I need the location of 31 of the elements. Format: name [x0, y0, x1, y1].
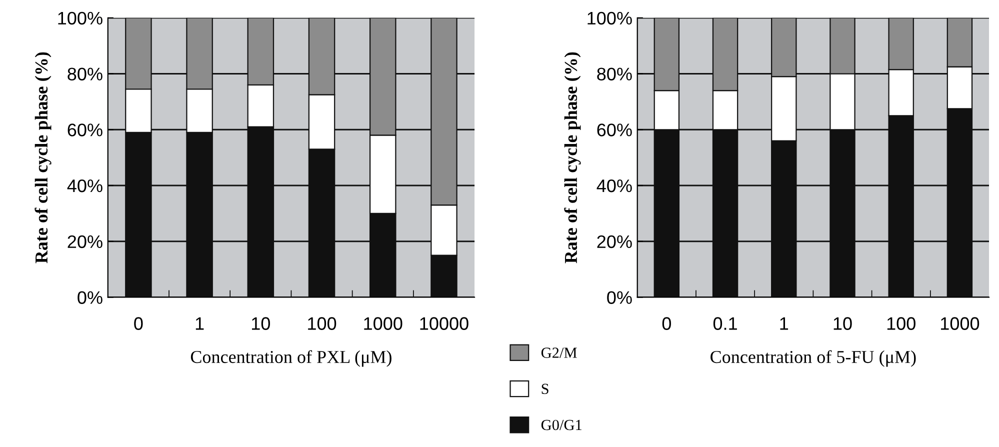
legend-label: S: [542, 384, 548, 394]
x-tick-label: 1000: [364, 317, 402, 330]
x-tick-label: 1000: [941, 317, 980, 330]
y-tick-label: 80%: [597, 68, 632, 80]
y-tick-label: 40%: [596, 179, 632, 192]
y-tick-label: 100%: [588, 12, 632, 25]
legend-label: G0/G1: [541, 420, 582, 430]
y-tick-label: 100%: [58, 12, 102, 25]
y-tick-label: 20%: [597, 235, 632, 248]
x-tick-label: 10000: [420, 317, 468, 330]
y-tick-label: 60%: [597, 124, 632, 136]
x-tick-label: 0.1: [713, 317, 737, 330]
y-axis-title: Rate of cell cycle phase (%): [564, 52, 581, 264]
y-tick-label: 0%: [607, 291, 632, 304]
legend-label: G2/M: [541, 348, 577, 358]
x-axis-title: Concentration of 5-FU (μM): [710, 350, 916, 367]
x-tick-label: 1: [196, 317, 204, 330]
y-tick-label: 0%: [78, 291, 102, 304]
x-axis-title: Concentration of PXL (μM): [190, 350, 392, 367]
y-tick-label: 60%: [68, 124, 102, 136]
x-tick-label: 1: [780, 317, 788, 330]
x-tick-label: 100: [308, 317, 336, 330]
x-tick-label: 100: [887, 317, 916, 330]
y-axis-title: Rate of cell cycle phase (%): [34, 52, 52, 264]
y-tick-label: 20%: [68, 235, 102, 248]
x-tick-label: 10: [252, 317, 270, 330]
y-tick-label: 40%: [67, 179, 102, 192]
x-tick-label: 0: [662, 317, 671, 330]
x-tick-label: 10: [834, 317, 852, 330]
x-tick-label: 0: [134, 317, 143, 330]
y-tick-label: 80%: [68, 68, 102, 80]
